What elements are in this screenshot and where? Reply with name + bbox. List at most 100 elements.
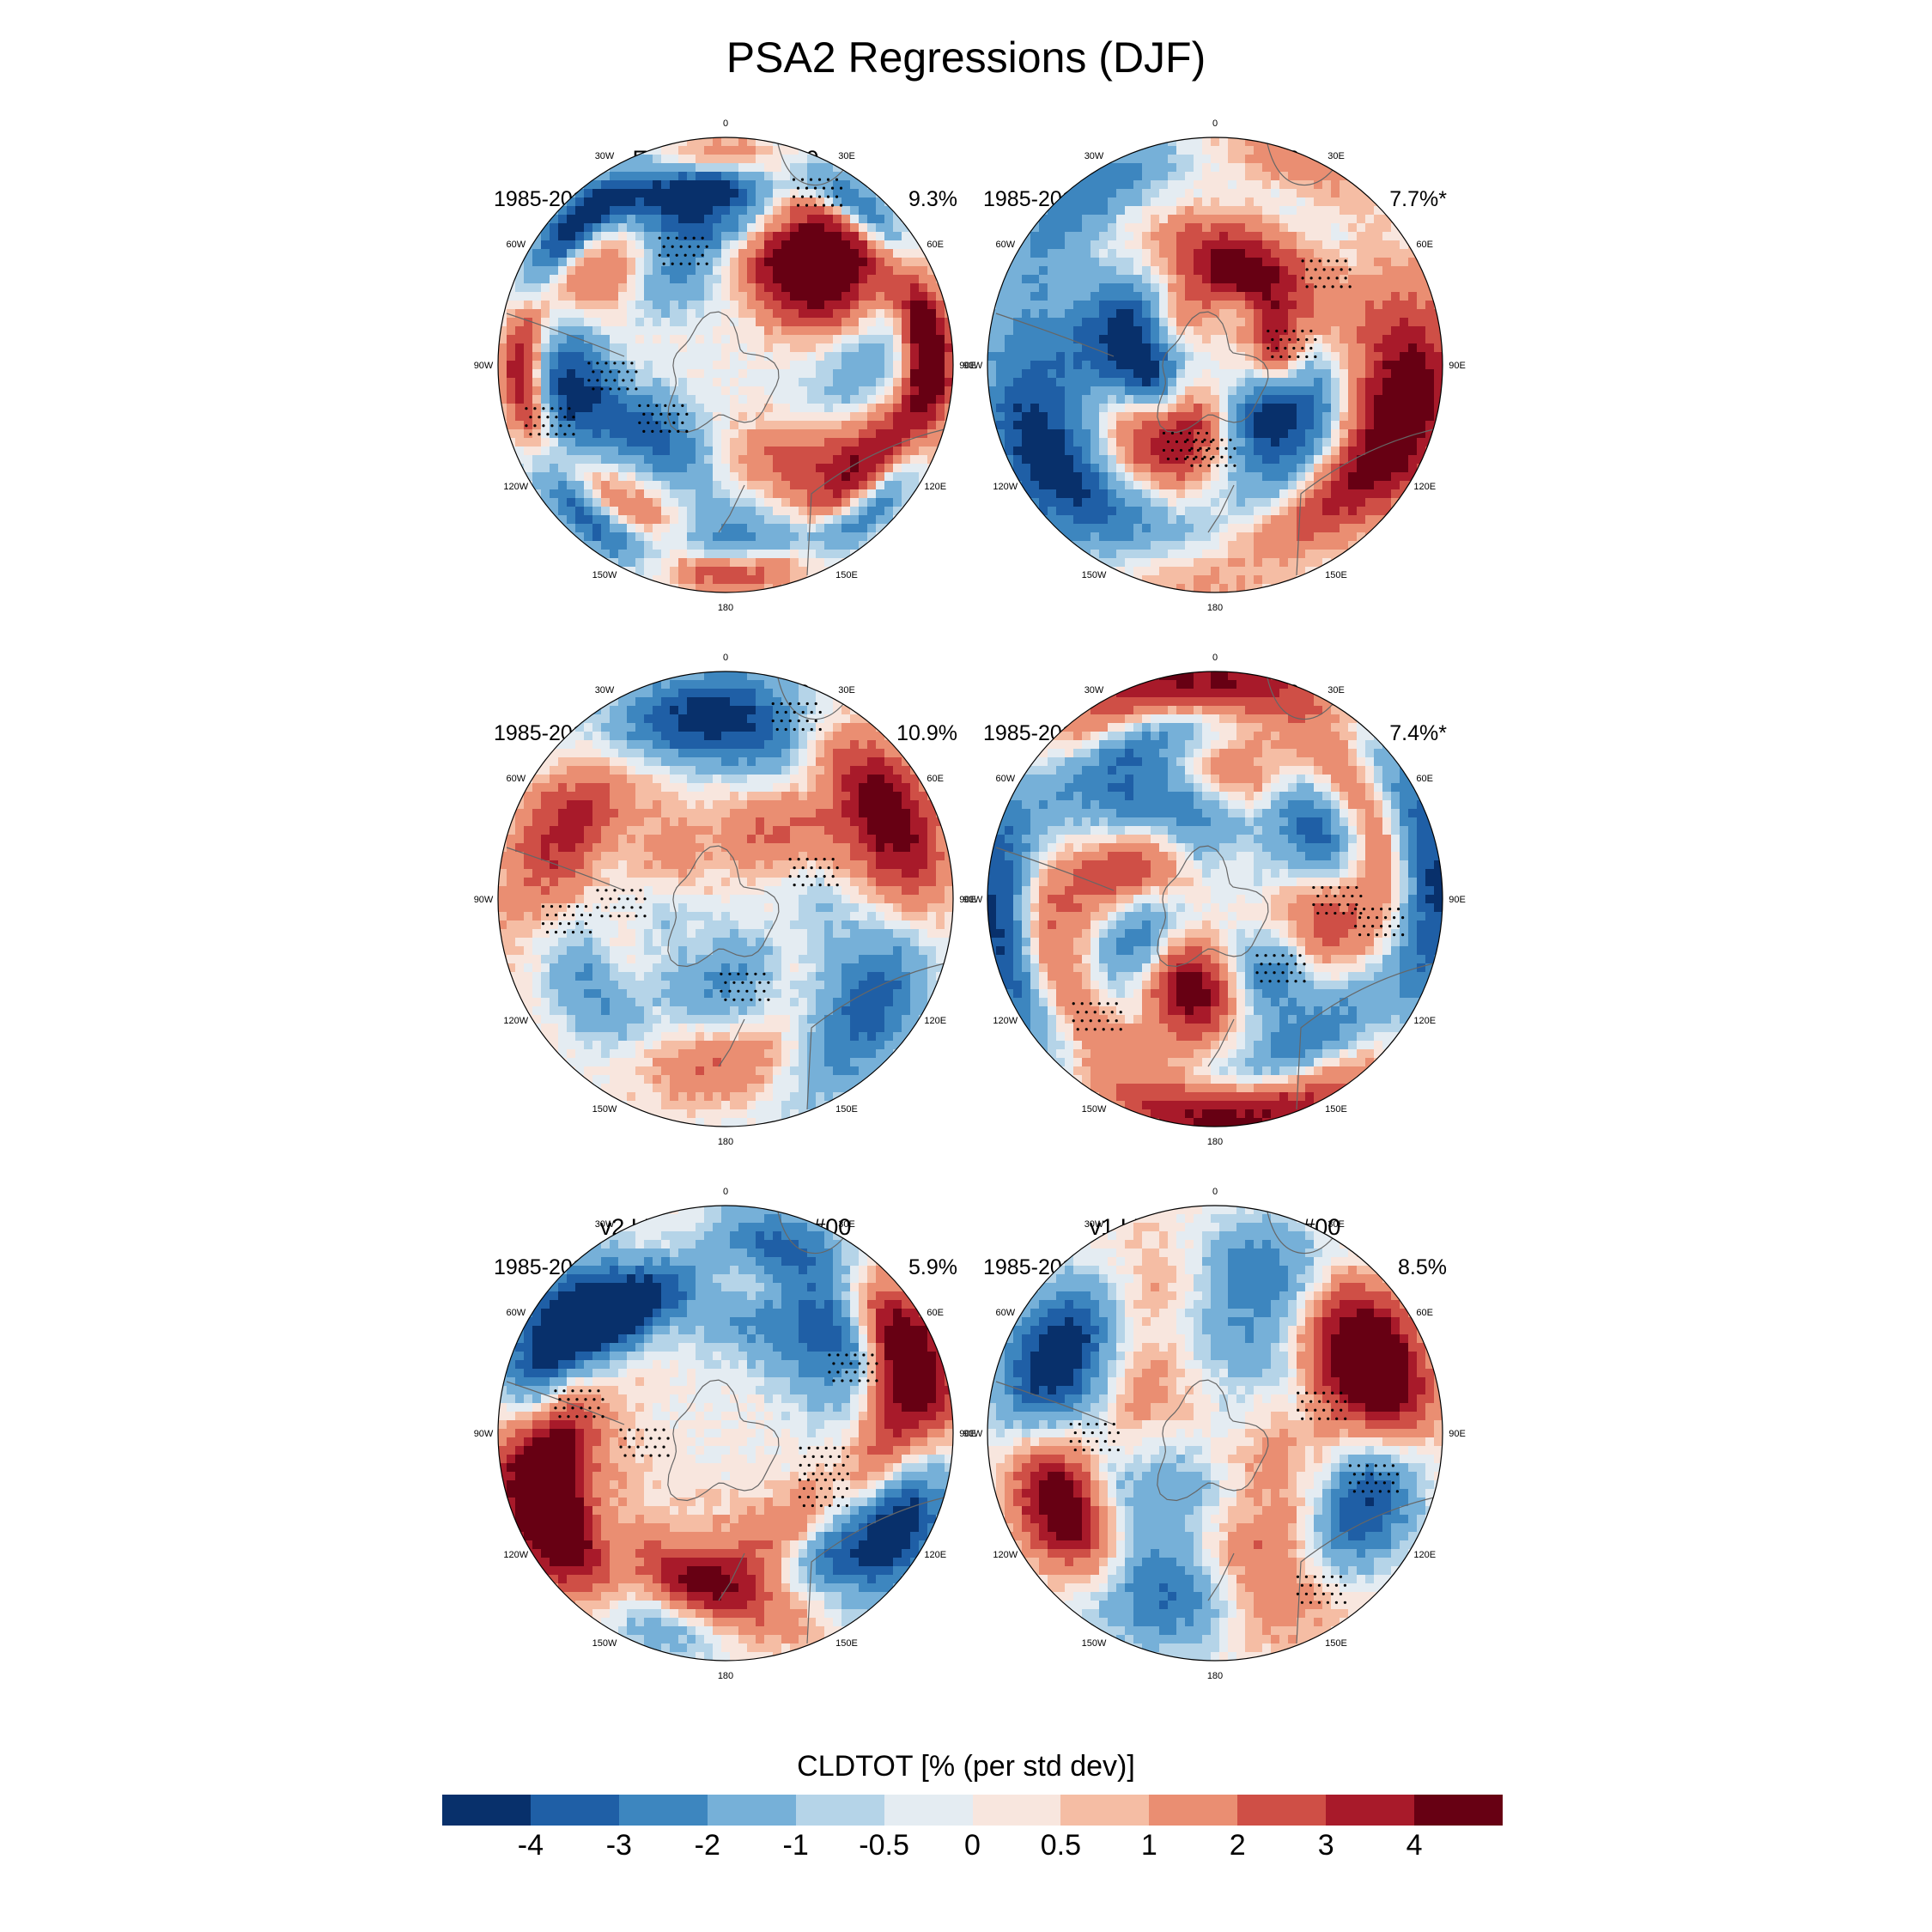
significance-dot [635, 370, 638, 374]
significance-dot [724, 981, 727, 984]
significance-dot [639, 906, 642, 909]
significance-dot [801, 710, 805, 714]
significance-dot [1351, 894, 1354, 898]
significance-dot [818, 884, 822, 887]
significance-dot [677, 412, 680, 416]
australia-coastline [806, 428, 945, 576]
colorbar-swatch [1414, 1795, 1504, 1826]
significance-dot [668, 429, 671, 433]
significance-dot [826, 195, 830, 198]
significance-dot [823, 1495, 827, 1499]
significance-dot [1301, 346, 1304, 350]
longitude-label: 90E [1449, 895, 1466, 905]
significance-dot [605, 379, 608, 382]
significance-dot [833, 1446, 836, 1449]
significance-dot [538, 433, 541, 436]
significance-dot [1348, 1481, 1352, 1485]
significance-dot [780, 702, 783, 706]
colorbar-swatch [1237, 1795, 1327, 1826]
significance-dot [1292, 329, 1296, 333]
significance-dot [737, 989, 740, 993]
significance-dot [1110, 1028, 1114, 1031]
significance-dot [810, 710, 813, 714]
significance-dot [643, 914, 647, 918]
significance-dot [745, 972, 749, 975]
australia-coastline [1296, 428, 1435, 576]
significance-dot [1095, 1422, 1098, 1426]
longitude-label: 60E [927, 240, 944, 250]
regression-field [987, 671, 1443, 1127]
significance-dot [797, 875, 800, 878]
significance-dot [767, 981, 770, 984]
significance-dot [1321, 1575, 1325, 1578]
significance-dot [550, 905, 554, 908]
significance-dot [1203, 455, 1206, 459]
significance-dot [1313, 1575, 1316, 1578]
significance-dot [750, 998, 753, 1001]
significance-dot [862, 1370, 866, 1374]
significance-dot [638, 404, 641, 407]
significance-dot [1301, 259, 1304, 263]
significance-dot [771, 702, 775, 706]
significance-dot [809, 195, 813, 198]
map-border [987, 671, 1443, 1127]
significance-dot [1183, 457, 1188, 461]
significance-dot [814, 875, 817, 878]
significance-dot [626, 370, 629, 374]
significance-dot [831, 875, 835, 878]
significance-dot [529, 433, 532, 436]
significance-dot [1309, 1417, 1313, 1420]
longitude-label: 120W [993, 1550, 1018, 1560]
significance-dot [1380, 908, 1383, 911]
significance-dot [1072, 1019, 1075, 1023]
polar-stereographic-map: 0 30E 60E 90E 120E 150E 180 150W 120W 90W 60W 30W [474, 118, 976, 613]
significance-dot [1339, 1592, 1342, 1595]
significance-dot [1284, 329, 1287, 333]
significance-dot [806, 1478, 810, 1482]
map-panel: v3.LR-AMIP #00 1985-2014 7.7%* 030E60E90… [963, 118, 1466, 627]
australia-coastline [806, 1497, 945, 1644]
significance-dot [797, 702, 800, 706]
significance-dot [1216, 464, 1219, 467]
south-america-coastline [995, 847, 1115, 891]
longitude-label: 120E [924, 1550, 946, 1560]
significance-dot [1305, 268, 1309, 271]
significance-dot [811, 1504, 814, 1508]
longitude-label: 60E [1416, 240, 1433, 250]
significance-dot [647, 421, 650, 424]
africa-coastline [776, 1207, 855, 1255]
significance-dot [858, 1379, 861, 1382]
panel-variance-explained: 7.4%* [1389, 721, 1447, 745]
significance-dot [1303, 980, 1306, 983]
regression-field [498, 671, 953, 1127]
significance-dot [1279, 355, 1283, 359]
significance-dot [588, 1389, 592, 1393]
significance-dot [655, 404, 659, 407]
significance-dot [1346, 902, 1350, 907]
significance-dot [1301, 1417, 1304, 1420]
significance-dot [567, 905, 571, 908]
significance-dot [525, 424, 528, 428]
significance-dot [841, 1446, 845, 1449]
significance-dot [1297, 1391, 1300, 1394]
significance-dot [655, 421, 659, 424]
significance-dot [832, 1379, 835, 1382]
significance-dot [580, 931, 584, 934]
australia-coastline [806, 963, 945, 1110]
longitude-label: 0 [1212, 118, 1218, 129]
significance-dot [836, 1504, 840, 1508]
significance-dot [562, 1389, 566, 1393]
longitude-label: 90W [474, 1429, 494, 1439]
significance-dot [609, 897, 612, 901]
significance-dot [1285, 980, 1289, 983]
significance-dot [596, 379, 599, 382]
significance-dot [1082, 1431, 1085, 1435]
significance-dot [1327, 1417, 1330, 1420]
significance-dot [871, 1370, 874, 1374]
longitude-label: 30E [838, 1219, 855, 1230]
significance-dot [533, 407, 537, 410]
longitude-label: 180 [718, 603, 733, 613]
significance-dot [1314, 337, 1317, 342]
significance-dot [775, 710, 779, 714]
significance-dot [1380, 925, 1383, 928]
